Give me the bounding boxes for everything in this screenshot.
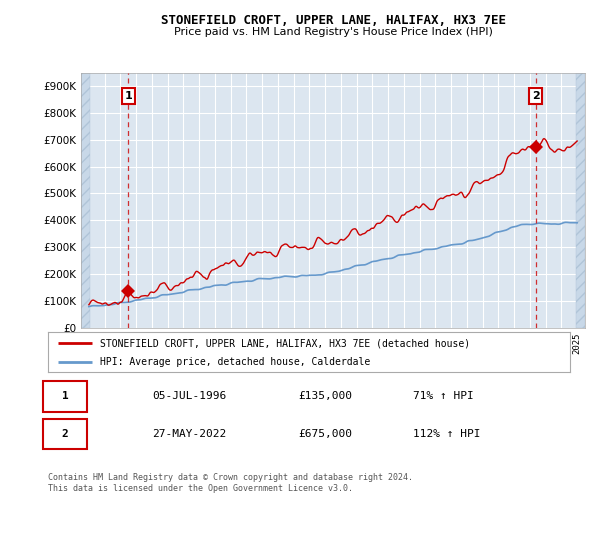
Text: £135,000: £135,000	[299, 391, 353, 402]
Text: 05-JUL-1996: 05-JUL-1996	[152, 391, 227, 402]
Text: 112% ↑ HPI: 112% ↑ HPI	[413, 429, 481, 439]
Text: £675,000: £675,000	[299, 429, 353, 439]
Text: 1: 1	[124, 91, 132, 101]
Text: Contains HM Land Registry data © Crown copyright and database right 2024.
This d: Contains HM Land Registry data © Crown c…	[48, 473, 413, 493]
FancyBboxPatch shape	[43, 418, 87, 450]
Text: 1: 1	[62, 391, 68, 402]
Text: STONEFIELD CROFT, UPPER LANE, HALIFAX, HX3 7EE (detached house): STONEFIELD CROFT, UPPER LANE, HALIFAX, H…	[100, 338, 470, 348]
Text: 2: 2	[532, 91, 539, 101]
Text: 27-MAY-2022: 27-MAY-2022	[152, 429, 227, 439]
Text: HPI: Average price, detached house, Calderdale: HPI: Average price, detached house, Cald…	[100, 357, 370, 367]
Bar	[81, 73, 91, 328]
Text: 71% ↑ HPI: 71% ↑ HPI	[413, 391, 474, 402]
Text: STONEFIELD CROFT, UPPER LANE, HALIFAX, HX3 7EE: STONEFIELD CROFT, UPPER LANE, HALIFAX, H…	[161, 14, 506, 27]
FancyBboxPatch shape	[43, 381, 87, 412]
Bar	[575, 73, 585, 328]
Text: 2: 2	[62, 429, 68, 439]
Text: Price paid vs. HM Land Registry's House Price Index (HPI): Price paid vs. HM Land Registry's House …	[173, 27, 493, 37]
